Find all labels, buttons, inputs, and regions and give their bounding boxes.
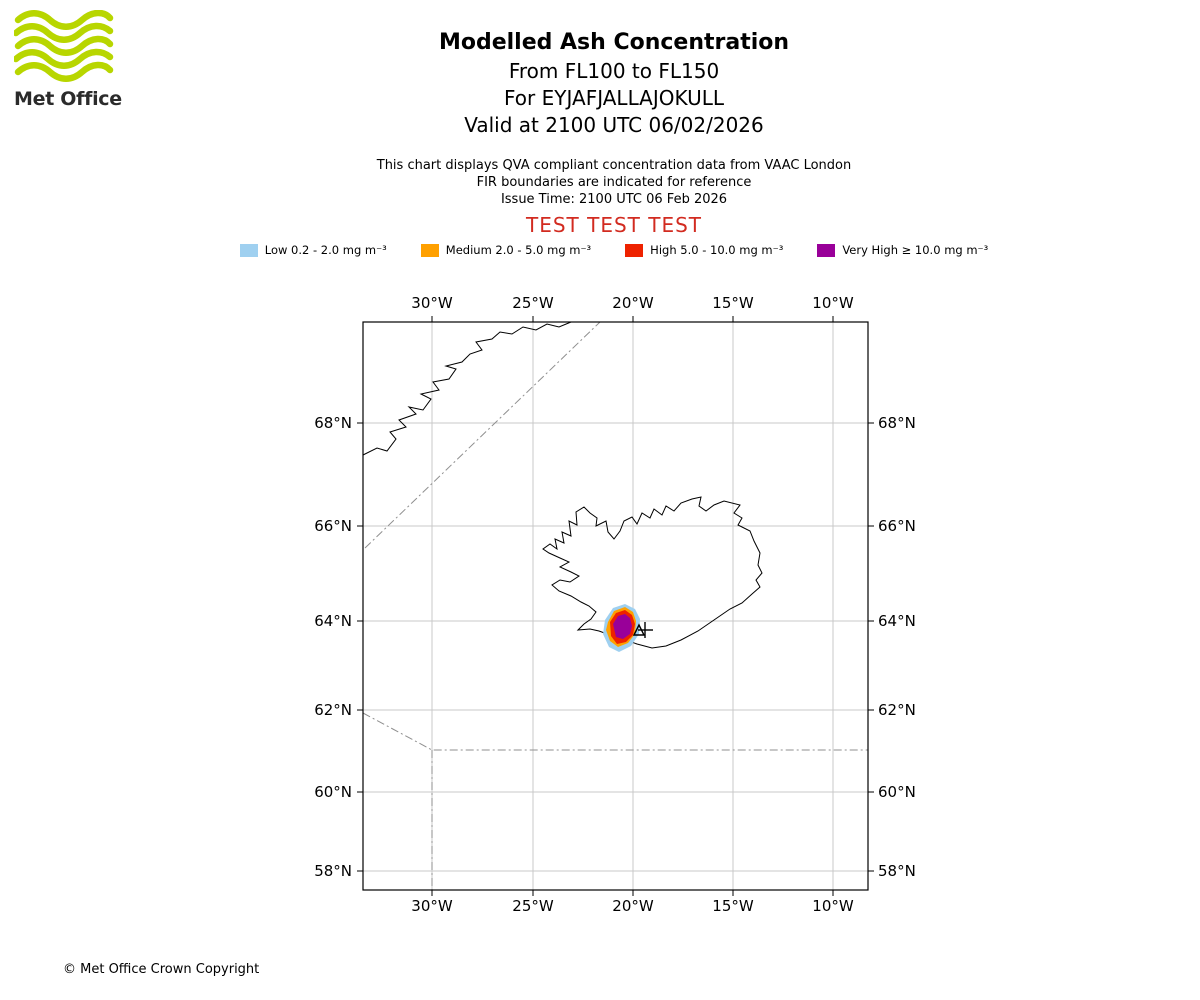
lat-label-right: 64°N: [878, 612, 916, 630]
legend: Low 0.2 - 2.0 mg m⁻³ Medium 2.0 - 5.0 mg…: [14, 243, 1200, 257]
test-banner: TEST TEST TEST: [525, 213, 702, 237]
note-qva: This chart displays QVA compliant concen…: [376, 158, 852, 173]
lat-label-right: 60°N: [878, 783, 916, 801]
lat-label-right: 66°N: [878, 517, 916, 535]
met-office-waves-icon: [12, 9, 114, 82]
legend-label-medium: Medium 2.0 - 5.0 mg m⁻³: [445, 243, 592, 257]
lat-label-left: 64°N: [314, 612, 352, 630]
lon-label-bottom: 10°W: [812, 897, 854, 915]
ash-concentration-map: [357, 316, 874, 896]
lon-label-bottom: 30°W: [411, 897, 453, 915]
footer-copyright: © Met Office Crown Copyright: [63, 962, 260, 977]
subtitle-volcano: For EYJAFJALLAJOKULL: [504, 86, 724, 110]
lon-label-top: 20°W: [612, 294, 654, 312]
lon-label-top: 25°W: [512, 294, 554, 312]
notes: This chart displays QVA compliant concen…: [14, 157, 1200, 208]
met-office-logo: Met Office: [12, 9, 134, 110]
legend-swatch-high: [625, 243, 644, 257]
lat-label-left: 66°N: [314, 517, 352, 535]
lat-label-left: 58°N: [314, 862, 352, 880]
legend-item-low: Low 0.2 - 2.0 mg m⁻³: [239, 243, 387, 257]
map-border: [362, 321, 869, 891]
volcano-marker-icon: [632, 622, 653, 638]
subtitle-flight-levels: From FL100 to FL150: [508, 59, 720, 83]
legend-label-high: High 5.0 - 10.0 mg m⁻³: [650, 243, 784, 257]
lon-label-bottom: 25°W: [512, 897, 554, 915]
lat-label-left: 68°N: [314, 414, 352, 432]
legend-item-high: High 5.0 - 10.0 mg m⁻³: [625, 243, 783, 257]
header: Modelled Ash Concentration From FL100 to…: [14, 28, 1200, 139]
greenland-coastline: [362, 321, 572, 456]
legend-label-very-high: Very High ≥ 10.0 mg m⁻³: [842, 243, 989, 257]
legend-item-very-high: Very High ≥ 10.0 mg m⁻³: [817, 243, 988, 257]
met-office-logo-text: Met Office: [14, 88, 122, 110]
lat-label-right: 68°N: [878, 414, 916, 432]
subtitle-valid-time: Valid at 2100 UTC 06/02/2026: [464, 113, 764, 137]
legend-swatch-medium: [420, 243, 439, 257]
fir-boundaries: [362, 321, 868, 890]
lat-label-right: 58°N: [878, 862, 916, 880]
legend-swatch-very-high: [817, 243, 836, 257]
lat-label-right: 62°N: [878, 701, 916, 719]
lon-label-top: 10°W: [812, 294, 854, 312]
iceland-coastline: [542, 496, 763, 649]
legend-swatch-low: [239, 243, 258, 257]
lon-label-bottom: 15°W: [712, 897, 754, 915]
note-fir: FIR boundaries are indicated for referen…: [476, 175, 752, 190]
legend-label-low: Low 0.2 - 2.0 mg m⁻³: [264, 243, 387, 257]
lat-label-left: 60°N: [314, 783, 352, 801]
ash-contour-very-high: [613, 614, 632, 639]
map-grid: [363, 322, 868, 890]
lon-label-top: 15°W: [712, 294, 754, 312]
legend-item-medium: Medium 2.0 - 5.0 mg m⁻³: [420, 243, 592, 257]
lat-label-left: 62°N: [314, 701, 352, 719]
lon-label-bottom: 20°W: [612, 897, 654, 915]
page-title: Modelled Ash Concentration: [438, 30, 790, 55]
note-issue-time: Issue Time: 2100 UTC 06 Feb 2026: [500, 192, 728, 207]
lon-label-top: 30°W: [411, 294, 453, 312]
axis-ticks: [357, 316, 874, 896]
